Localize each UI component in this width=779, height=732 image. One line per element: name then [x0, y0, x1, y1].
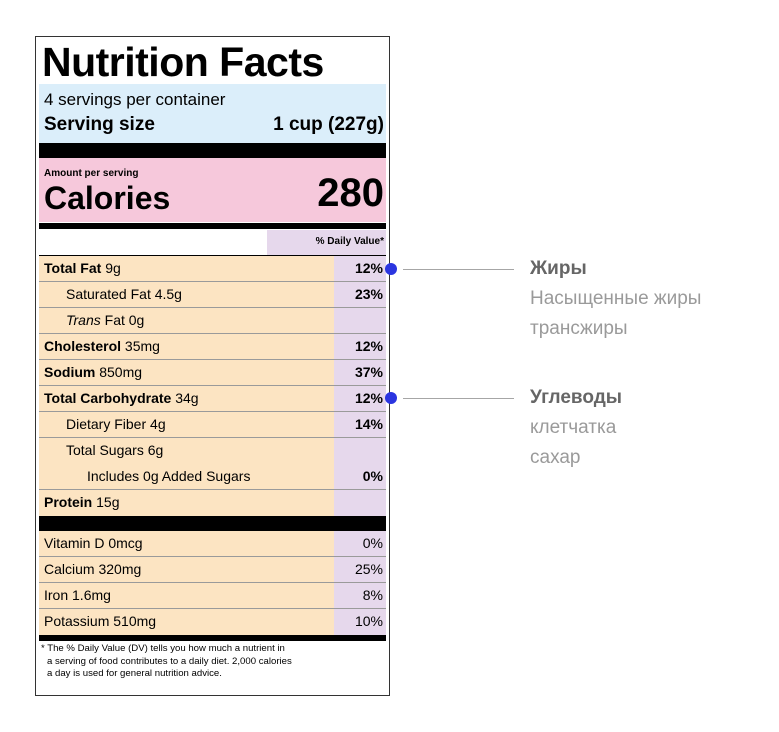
nutrient-name: Cholesterol [44, 338, 122, 354]
nutrient-row-protein: Protein 15g [39, 490, 386, 516]
nutrient-row-total-carbohydrate: Total Carbohydrate 34g 12% [39, 386, 386, 412]
nutrient-dv: 0% [334, 464, 386, 490]
label-title: Nutrition Facts [42, 39, 324, 85]
vitamin-amount: 1.6mg [72, 587, 111, 603]
vitamin-dv: 0% [334, 531, 386, 557]
nutrient-row-dietary-fiber: Dietary Fiber 4g 14% [39, 412, 386, 438]
nutrient-row-saturated-fat: Saturated Fat 4.5g 23% [39, 282, 386, 308]
nutrient-row-sodium: Sodium 850mg 37% [39, 360, 386, 386]
servings-per-container: 4 servings per container [44, 90, 226, 109]
daily-value-header-bg [267, 230, 386, 255]
footnote: * The % Daily Value (DV) tells you how m… [41, 643, 384, 681]
nutrient-amount: 35mg [124, 338, 160, 354]
vitamin-amount: 0mcg [108, 535, 143, 551]
fats-connector-line [403, 269, 514, 270]
vitamin-name: Vitamin D [44, 535, 105, 551]
nutrient-name: Total Fat [44, 260, 102, 276]
vitamin-dv: 8% [334, 583, 386, 609]
nutrient-name: Protein [44, 494, 93, 510]
vitamin-name: Potassium [44, 613, 110, 629]
carbs-annotation-item: клетчатка [530, 417, 617, 438]
nutrition-label: Nutrition Facts 4 servings per container… [35, 36, 390, 696]
nutrient-row-total-fat: Total Fat 9g 12% [39, 256, 386, 282]
calories-value: 280 [317, 171, 384, 215]
fats-annotation-item: Насыщенные жиры [530, 288, 702, 309]
nutrient-dv: 12% [334, 334, 386, 360]
fats-annotation-heading: Жиры [530, 258, 587, 279]
nutrient-amount: 15g [96, 494, 120, 510]
serving-size-value: 1 cup (227g) [273, 114, 384, 135]
footnote-line: * The % Daily Value (DV) tells you how m… [41, 643, 285, 654]
nutrient-dv [334, 490, 386, 516]
vitamin-name: Iron [44, 587, 69, 603]
serving-size-label: Serving size [44, 114, 155, 135]
carbs-marker-dot [385, 392, 397, 404]
carbs-annotation-item: сахар [530, 447, 581, 468]
nutrient-name: Fat [104, 312, 125, 328]
footnote-divider [39, 635, 386, 641]
vitamin-dv: 10% [334, 609, 386, 635]
nutrient-amount: 4g [150, 416, 166, 432]
nutrient-name: Total Sugars [66, 442, 144, 458]
vitamin-row-vitamin-d: Vitamin D 0mcg 0% [39, 531, 386, 557]
vitamin-dv: 25% [334, 557, 386, 583]
nutrient-dv [334, 308, 386, 334]
vitamin-amount: 320mg [98, 561, 142, 577]
nutrient-name: Total Carbohydrate [44, 390, 172, 406]
nutrient-dv: 37% [334, 360, 386, 386]
vitamin-row-calcium: Calcium 320mg 25% [39, 557, 386, 583]
calories-section: Amount per serving Calories 280 [39, 158, 386, 222]
carbs-connector-line [403, 398, 514, 399]
nutrient-name-italic: Trans [66, 312, 101, 328]
nutrient-amount: 4.5g [154, 286, 182, 302]
fats-marker-dot [385, 263, 397, 275]
nutrient-amount: 9g [105, 260, 121, 276]
nutrient-dv: 23% [334, 282, 386, 308]
amount-per-serving: Amount per serving [44, 168, 139, 179]
nutrient-amount: 34g [175, 390, 199, 406]
nutrient-row-cholesterol: Cholesterol 35mg 12% [39, 334, 386, 360]
calories-label: Calories [44, 180, 171, 216]
thick-divider-vitamins [39, 516, 386, 531]
vitamin-name: Calcium [44, 561, 95, 577]
footnote-line: a serving of food contributes to a daily… [47, 655, 292, 667]
thin-divider [39, 255, 386, 256]
nutrient-dv: 12% [334, 386, 386, 412]
nutrient-dv: 14% [334, 412, 386, 438]
fats-annotation-item: трансжиры [530, 318, 628, 339]
nutrient-row-added-sugars: Includes 0g Added Sugars 0% [39, 464, 386, 490]
nutrient-dv: 12% [334, 256, 386, 282]
nutrient-name: Includes 0g Added Sugars [87, 468, 251, 484]
nutrient-name: Saturated Fat [66, 286, 151, 302]
nutrient-dv [334, 438, 386, 464]
thick-divider [39, 143, 386, 158]
footnote-line: a day is used for general nutrition advi… [47, 668, 222, 679]
carbs-annotation-heading: Углеводы [530, 387, 622, 408]
nutrient-amount: 6g [147, 442, 164, 458]
nutrient-amount: 0g [128, 312, 145, 328]
nutrient-name: Sodium [44, 364, 96, 380]
nutrient-row-trans-fat: Trans Fat 0g [39, 308, 386, 334]
vitamin-amount: 510mg [113, 613, 157, 629]
nutrient-row-total-sugars: Total Sugars 6g [39, 438, 386, 464]
vitamin-row-potassium: Potassium 510mg 10% [39, 609, 386, 635]
vitamin-row-iron: Iron 1.6mg 8% [39, 583, 386, 609]
medium-divider [39, 223, 386, 229]
nutrient-name: Dietary Fiber [66, 416, 147, 432]
daily-value-header: % Daily Value* [315, 236, 384, 247]
serving-section: 4 servings per container Serving size 1 … [39, 84, 386, 143]
nutrient-amount: 850mg [99, 364, 143, 380]
